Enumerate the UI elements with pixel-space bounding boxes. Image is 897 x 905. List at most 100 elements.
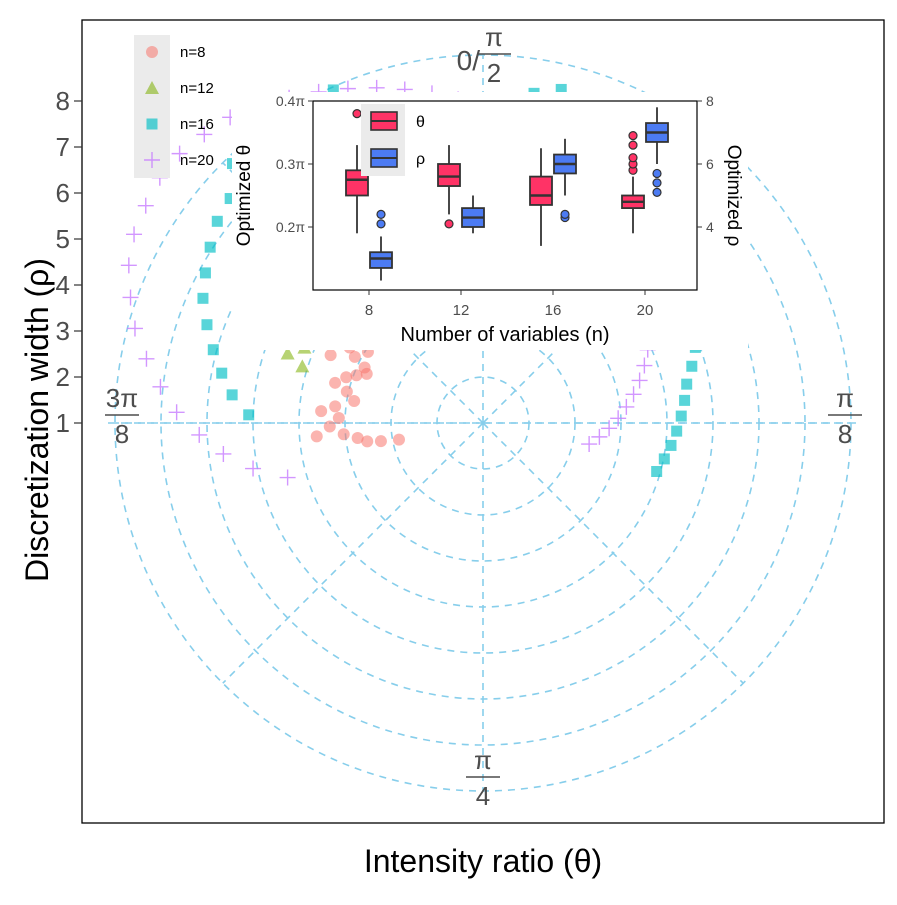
legend-label: n=20 <box>180 152 214 169</box>
angle-label-numerator: 3π <box>106 383 138 413</box>
data-point <box>555 83 567 95</box>
data-point <box>601 420 618 437</box>
inset-box-outlier <box>652 178 662 188</box>
y-axis-title: Discretization width (ρ) <box>19 258 55 582</box>
data-point <box>348 350 361 363</box>
inset-box <box>369 209 393 281</box>
inset-box-body <box>345 169 369 197</box>
data-point <box>631 372 648 389</box>
data-point <box>224 193 236 205</box>
inset-x-axis-title: Number of variables (n) <box>401 324 610 346</box>
legend-key <box>144 152 160 168</box>
y-tick-label: 3 <box>56 316 70 346</box>
data-point <box>658 453 670 465</box>
inset-right-axis-title: Optimized ρ <box>723 145 744 247</box>
data-point <box>196 126 213 143</box>
angle-label-denominator: 2 <box>487 58 501 88</box>
inset-box-outlier <box>376 209 386 219</box>
data-point <box>168 404 185 421</box>
legend-label: n=12 <box>180 80 214 97</box>
data-point <box>340 385 353 398</box>
data-point <box>197 292 209 304</box>
inset-box-outlier <box>628 153 638 163</box>
inset-box-outlier <box>352 108 362 119</box>
data-point <box>204 241 216 253</box>
inset-box <box>645 107 669 197</box>
legend-label: n=16 <box>180 116 214 133</box>
data-point <box>323 420 336 433</box>
data-point <box>329 400 342 413</box>
data-point <box>618 398 635 415</box>
inset-box <box>437 145 461 229</box>
data-point <box>392 433 405 446</box>
data-point <box>651 465 663 477</box>
y-tick-label: 5 <box>56 224 70 254</box>
data-point <box>665 439 677 451</box>
angle-label-numerator: π <box>474 745 492 775</box>
data-point <box>152 378 169 395</box>
data-point <box>310 430 323 443</box>
angle-label-numerator: π <box>836 383 854 413</box>
polar-ring <box>160 100 806 746</box>
inset-x-tick-label: 20 <box>637 302 654 319</box>
data-point <box>327 84 339 96</box>
data-point <box>581 436 598 453</box>
data-point <box>679 394 691 406</box>
y-tick-label: 7 <box>56 132 70 162</box>
inset-box-outlier <box>652 187 662 197</box>
polar-spoke <box>222 422 484 684</box>
inset-box <box>529 148 553 246</box>
data-point <box>199 267 211 279</box>
legend-key <box>146 118 158 130</box>
inset-box <box>553 138 577 223</box>
legend-key <box>146 46 158 58</box>
data-point <box>138 350 155 367</box>
inset-left-tick-label: 0.2π <box>276 219 305 235</box>
y-tick-label: 8 <box>56 86 70 116</box>
inset-left-tick-label: 0.3π <box>276 156 305 172</box>
polar-spoke <box>482 422 744 684</box>
inset-x-tick-label: 12 <box>453 302 470 319</box>
inset-x-tick-label: 16 <box>545 302 562 319</box>
data-point <box>337 428 350 441</box>
data-point <box>332 411 345 424</box>
data-point <box>120 257 137 274</box>
data-point <box>351 431 364 444</box>
y-tick-label: 6 <box>56 178 70 208</box>
legend: n=8 n=12 n=16 n=20 <box>134 35 214 178</box>
data-point <box>340 371 353 384</box>
inset-box-body <box>369 251 393 269</box>
data-point <box>126 226 143 243</box>
y-tick-label: 1 <box>56 408 70 438</box>
legend-label: n=8 <box>180 44 205 61</box>
y-tick-label: 2 <box>56 362 70 392</box>
data-point <box>625 386 642 403</box>
data-point <box>591 428 608 445</box>
angle-label-denominator: 8 <box>115 419 129 449</box>
inset-boxplot: 0.2π 0.3π 0.4π 4 6 8 8 12 16 20 Number of variable… <box>232 92 748 350</box>
x-axis-title: Intensity ratio (θ) <box>364 843 602 879</box>
inset-legend-label: ρ <box>416 151 425 168</box>
inset-right-tick-label: 6 <box>706 156 714 172</box>
inset-box-body <box>529 175 553 206</box>
data-point <box>280 346 295 360</box>
data-point <box>329 376 342 389</box>
data-point <box>191 426 208 443</box>
inset-box-outlier <box>444 219 454 229</box>
inset-box-body <box>437 163 461 187</box>
data-point <box>201 319 213 331</box>
data-point <box>245 460 262 477</box>
inset-box-outlier <box>652 168 662 179</box>
inset-left-tick-label: 0.4π <box>276 93 305 109</box>
data-point <box>207 344 219 356</box>
inset-right-tick-label: 4 <box>706 219 714 235</box>
data-point <box>126 320 143 337</box>
legend-key <box>145 81 159 94</box>
inset-legend-label: θ <box>416 114 425 131</box>
data-point <box>226 389 238 401</box>
data-point <box>358 361 371 374</box>
data-point <box>686 360 698 372</box>
data-point <box>243 409 255 421</box>
